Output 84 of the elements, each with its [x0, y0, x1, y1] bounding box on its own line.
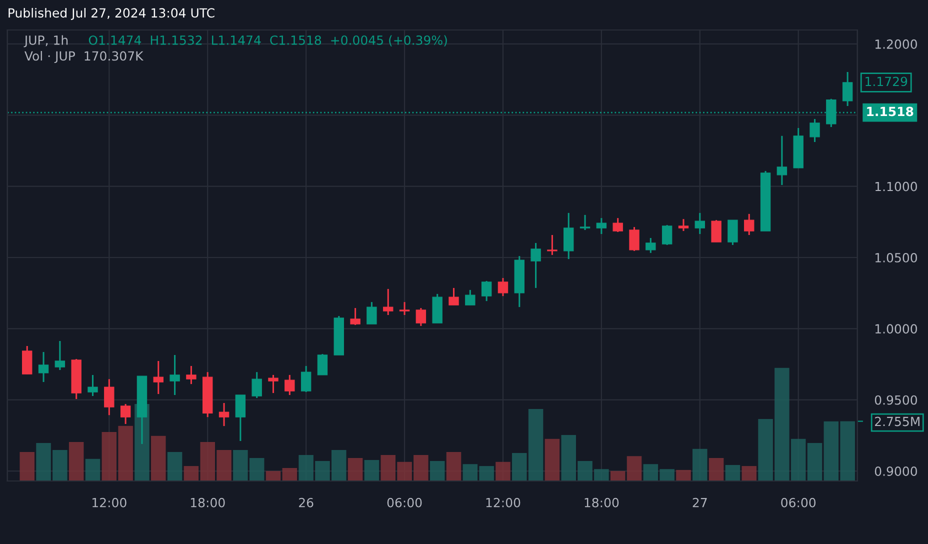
y-tick-label: 0.9500	[874, 395, 917, 405]
candlestick	[728, 219, 738, 246]
x-tick-label: 12:00	[486, 498, 520, 508]
bar	[364, 460, 380, 481]
bar	[167, 452, 182, 481]
y-tick-label: 1.0500	[875, 252, 917, 262]
chart-subtitle: JUP, 1h	[24, 35, 68, 48]
candlestick	[465, 289, 476, 306]
x-tick-label: 12:00	[92, 498, 126, 508]
candlestick	[218, 402, 230, 427]
candlestick	[54, 340, 66, 371]
y-tick-label: 1.1000	[875, 182, 917, 192]
candlestick	[153, 360, 164, 395]
candlestick	[383, 288, 394, 316]
candlestick	[366, 301, 377, 325]
candlestick	[498, 277, 508, 297]
annotation: 1.1729	[866, 76, 908, 86]
y-tick-label: 1.2000	[875, 39, 917, 49]
x-tick-label: 18:00	[584, 498, 619, 508]
candlestick	[744, 213, 754, 236]
candlestick	[612, 217, 623, 233]
candlestick	[284, 374, 295, 396]
candlestick	[580, 214, 590, 231]
candlestick	[694, 212, 706, 235]
y-tick-label: 1.0000	[875, 324, 917, 334]
candlestick	[268, 374, 278, 394]
bar	[725, 464, 740, 481]
candlestick	[252, 371, 262, 399]
candlestick	[629, 226, 640, 252]
candlestick	[22, 345, 32, 375]
x-tick-label: 06:00	[781, 498, 816, 508]
bar	[496, 462, 510, 481]
candlestick	[38, 351, 49, 383]
candlestick	[662, 224, 672, 246]
candlestick	[120, 403, 131, 425]
bar	[708, 458, 724, 481]
x-tick-label: 06:00	[387, 498, 422, 508]
bar	[626, 456, 642, 481]
candlestick	[104, 378, 114, 416]
candlestick	[448, 287, 459, 306]
candlestick	[416, 307, 426, 327]
bar	[807, 443, 822, 481]
candlestick	[88, 374, 98, 397]
x-tick-label: 27	[692, 498, 707, 508]
candlestick	[776, 135, 788, 186]
candlestick	[547, 234, 558, 256]
bar	[610, 471, 626, 481]
candlestick	[350, 307, 360, 326]
bar	[544, 438, 560, 481]
y2-tick-label: 2.755M	[875, 416, 920, 426]
candlestick	[711, 219, 722, 243]
bar	[20, 452, 34, 481]
bar	[446, 452, 462, 481]
bar	[282, 468, 298, 481]
annotation: Vol · JUP 170.307K	[24, 51, 144, 64]
x-tick-label: 18:00	[190, 498, 225, 508]
candlestick	[646, 237, 656, 254]
bar	[348, 458, 363, 481]
bar	[151, 436, 166, 481]
bar	[692, 448, 708, 481]
candlestick	[530, 242, 541, 289]
candlestick	[810, 118, 820, 143]
candlestick	[186, 365, 196, 385]
ref-line-label: 1.1518	[867, 106, 914, 116]
candlestick	[481, 280, 492, 302]
candlestick	[842, 71, 853, 107]
candlestick	[399, 301, 410, 316]
candlestick	[235, 394, 246, 442]
bar	[266, 471, 281, 481]
chart-title: Published Jul 27, 2024 13:04 UTC	[8, 8, 214, 20]
x-tick-label: 26	[299, 498, 314, 508]
candlestick	[170, 354, 180, 396]
y-tick-label: 0.9000	[874, 466, 917, 476]
bar	[742, 466, 757, 481]
bar	[85, 458, 100, 481]
annotation: O1.1474 H1.1532 L1.1474 C1.1518 +0.0045 (+0.39%)	[88, 35, 447, 46]
candlestick	[596, 217, 607, 235]
bar	[68, 442, 84, 481]
candlestick	[678, 218, 689, 232]
candlestick	[564, 212, 574, 260]
bar	[676, 470, 691, 481]
candlestick	[300, 365, 312, 393]
candlestick	[317, 353, 328, 376]
bar	[430, 461, 445, 481]
